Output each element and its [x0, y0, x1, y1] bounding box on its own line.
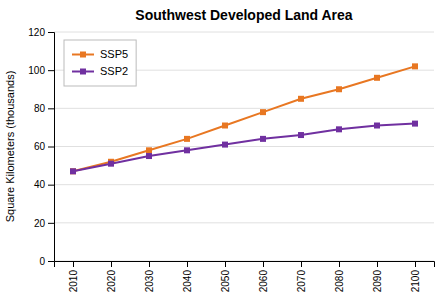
tick-label: 120	[28, 27, 45, 38]
tick-label: 2050	[220, 270, 231, 293]
grid	[54, 32, 434, 261]
marker	[374, 75, 380, 81]
legend: SSP5 SSP2	[64, 40, 136, 86]
tick: 2030	[144, 261, 155, 292]
tick-label: 80	[34, 103, 46, 114]
tick-mark	[48, 261, 54, 262]
tick: 0	[39, 256, 54, 267]
tick: 120	[28, 27, 54, 38]
axis-line	[48, 33, 55, 262]
legend-marker	[80, 52, 86, 58]
tick-label: 2030	[144, 270, 155, 293]
marker	[108, 161, 114, 167]
tick-label: 2100	[410, 270, 421, 293]
marker	[298, 96, 304, 102]
grid-line	[54, 146, 434, 147]
marker	[336, 86, 342, 92]
tick-mark	[225, 261, 226, 267]
tick-mark	[48, 223, 54, 224]
tick: 2020	[106, 261, 117, 292]
tick: 2090	[372, 261, 383, 292]
marker	[184, 136, 190, 142]
plot-area: 0204060801001202010202020302040205020602…	[28, 27, 434, 293]
marker	[260, 136, 266, 142]
tick-label: 100	[28, 65, 45, 76]
tick: 100	[28, 65, 54, 76]
tick-label: 20	[34, 218, 46, 229]
tick-mark	[149, 261, 150, 267]
tick-mark	[339, 261, 340, 267]
tick-mark	[301, 261, 302, 267]
legend-label: SSP2	[100, 65, 128, 77]
series-line	[73, 124, 415, 172]
legend-item: SSP2	[72, 65, 128, 77]
tick-label: 60	[34, 141, 46, 152]
marker	[298, 132, 304, 138]
tick: 2070	[296, 261, 307, 292]
axis-line	[55, 262, 435, 268]
legend-label: SSP5	[100, 48, 128, 60]
tick-mark	[263, 261, 264, 267]
tick: 20	[34, 218, 54, 229]
tick: 2100	[410, 261, 421, 292]
tick: 80	[34, 103, 54, 114]
tick-mark	[48, 185, 54, 186]
marker	[260, 109, 266, 115]
tick-label: 0	[39, 256, 45, 267]
chart-container: 0204060801001202010202020302040205020602…	[0, 0, 448, 305]
legend-box	[64, 40, 136, 86]
tick-label: 2060	[258, 270, 269, 293]
tick: 2040	[182, 261, 193, 292]
tick: 60	[34, 141, 54, 152]
tick-mark	[48, 108, 54, 109]
tick-label: 40	[34, 179, 46, 190]
grid-line	[54, 184, 434, 185]
title: Southwest Developed Land Area	[135, 7, 353, 23]
y-axis-title: Square Kilometers (thousands)	[4, 71, 16, 223]
chart-svg: 0204060801001202010202020302040205020602…	[0, 0, 448, 305]
tick-mark	[415, 261, 416, 267]
tick-mark	[48, 147, 54, 148]
tick-mark	[377, 261, 378, 267]
tick: 2060	[258, 261, 269, 292]
tick: 2010	[68, 261, 79, 292]
y-axis: 0 20 40 60 80 100 120	[28, 27, 54, 267]
tick-label: 2040	[182, 270, 193, 293]
tick-label: 2070	[296, 270, 307, 293]
x-axis: 2010 2020 2030 2040 2050 2060 2070 2080 2090 2100	[55, 261, 435, 292]
marker	[70, 168, 76, 174]
grid-line	[54, 222, 434, 223]
tick-mark	[187, 261, 188, 267]
legend-marker	[80, 69, 86, 75]
tick: 2050	[220, 261, 231, 292]
tick-mark	[48, 32, 54, 33]
marker	[70, 168, 76, 174]
tick-label: 2020	[106, 270, 117, 293]
grid-line	[54, 32, 434, 33]
marker	[336, 126, 342, 132]
marker	[412, 121, 418, 127]
marker	[146, 147, 152, 153]
marker	[222, 142, 228, 148]
marker	[184, 147, 190, 153]
legend-item: SSP5	[72, 48, 128, 60]
tick: 40	[34, 179, 54, 190]
marker	[412, 63, 418, 69]
tick: 2080	[334, 261, 345, 292]
tick-label: 2090	[372, 270, 383, 293]
tick-mark	[111, 261, 112, 267]
marker	[374, 123, 380, 129]
tick-mark	[48, 70, 54, 71]
tick-mark	[73, 261, 74, 267]
marker	[222, 123, 228, 129]
grid-line	[54, 108, 434, 109]
tick-label: 2080	[334, 270, 345, 293]
tick-label: 2010	[68, 270, 79, 293]
marker	[146, 153, 152, 159]
